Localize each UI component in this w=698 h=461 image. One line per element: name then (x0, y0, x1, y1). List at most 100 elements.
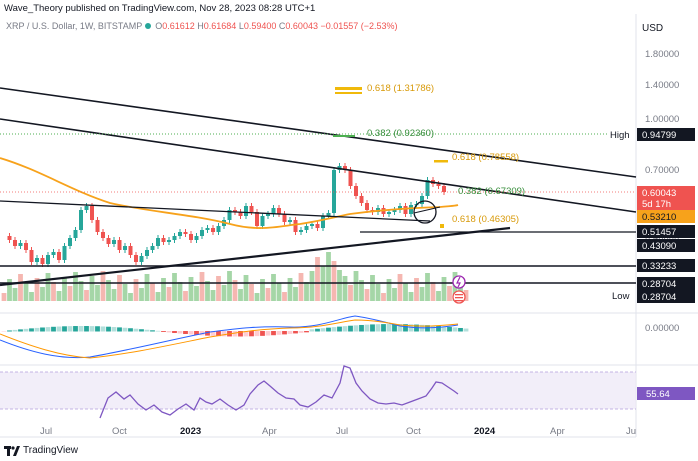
tradingview-logo[interactable]: TradingView (4, 445, 78, 456)
time-tick-label: Apr (262, 426, 277, 437)
candle-body (123, 246, 127, 250)
mid-channel-line (0, 118, 637, 213)
volume-bar (205, 281, 210, 301)
time-tick-label: Ju (626, 426, 636, 437)
volume-bar (18, 274, 23, 301)
candle-body (266, 214, 270, 216)
volume-bar (436, 291, 441, 301)
candle-body (233, 210, 237, 212)
macd-histogram-bar (364, 324, 370, 332)
ema-price-value: 0.53210 (642, 212, 676, 223)
macd-histogram-bar (370, 324, 375, 332)
candle-body (425, 180, 430, 196)
low-label: L (238, 21, 244, 31)
macd-histogram-bar (1, 331, 7, 332)
rsi-line (99, 365, 459, 419)
volume-bar (155, 292, 161, 301)
macd-histogram-bar (276, 331, 282, 335)
macd-histogram-bar (89, 326, 95, 332)
macd-histogram-bar (342, 326, 348, 332)
candle-body (403, 206, 408, 214)
macd-histogram-bar (78, 326, 84, 332)
candle-body (442, 186, 446, 192)
volume-bar (441, 277, 447, 301)
volume-bar (337, 270, 342, 301)
signal-line (0, 319, 459, 359)
candle-body (183, 232, 188, 234)
fib-marker-a2 (335, 92, 362, 94)
volume-bar (117, 275, 122, 301)
volume-bar (397, 274, 403, 301)
macd-histogram-bar (172, 331, 177, 333)
macd-histogram-bar (320, 328, 326, 332)
candle-body (205, 228, 210, 230)
volume-bar (12, 288, 18, 301)
volume-bar (232, 280, 238, 301)
candle-body (282, 214, 287, 222)
macd-histogram-bar (29, 328, 34, 332)
candle-body (68, 238, 72, 246)
volume-bar (309, 271, 315, 301)
macd-histogram-bar (386, 324, 392, 332)
macd-histogram-bar (117, 327, 122, 332)
macd-histogram-bar (139, 329, 144, 332)
macd-histogram-bar (177, 331, 183, 334)
volume-bar (353, 271, 359, 301)
volume-bar (45, 273, 51, 301)
volume-bar (84, 290, 89, 301)
macd-histogram-bar (221, 331, 227, 337)
candle-body (62, 246, 67, 260)
candle-body (95, 220, 100, 232)
volume-bar (254, 293, 260, 301)
macd-histogram-bar (62, 326, 67, 332)
macd-histogram-bar (183, 331, 188, 335)
candle-body (348, 170, 353, 186)
macd-histogram-bar (458, 327, 463, 332)
symbol-name[interactable]: XRP / U.S. Dollar, 1W, BITSTAMP (6, 21, 143, 31)
volume-bar (133, 279, 139, 301)
macd-histogram-bar (106, 326, 111, 332)
fib-label-a: 0.618 (1.31786) (367, 83, 434, 94)
volume-bar (238, 289, 243, 301)
volume-bar (23, 283, 29, 301)
macd-histogram-bar (430, 325, 436, 332)
fib-label-d: 0.382 (0.67309) (458, 186, 525, 197)
candle-body (365, 203, 369, 210)
highlight-circle (413, 200, 437, 224)
volume-bar (293, 287, 298, 301)
low-tag-label-bg (609, 290, 635, 302)
volume-bar (265, 288, 271, 301)
volume-bar (326, 252, 331, 301)
candle-body (321, 216, 325, 228)
macd-histogram-bar (315, 328, 320, 332)
candle-body (13, 240, 17, 246)
level-tag-3 (637, 259, 695, 272)
candle-body (293, 220, 298, 232)
open-label: O (155, 21, 163, 31)
candle-body (134, 255, 138, 262)
volume-bar (183, 291, 188, 301)
candle-body (57, 252, 61, 260)
macd-histogram-bar (40, 327, 45, 332)
volume-bar (392, 288, 397, 301)
lightning-event-icon[interactable] (452, 275, 466, 289)
us-flag-event-icon[interactable] (452, 290, 466, 304)
macd-histogram-bar (271, 331, 276, 336)
symbol-legend[interactable]: XRP / U.S. Dollar, 1W, BITSTAMP O 0.61612… (6, 21, 398, 31)
candle-body (216, 226, 221, 232)
countdown-value: 5d 17h (642, 199, 671, 210)
candle-body (150, 246, 155, 250)
candle-body (128, 246, 133, 255)
high-tag-bg (637, 128, 695, 141)
volume-bar (161, 278, 166, 301)
candle-body (398, 206, 402, 210)
currency-button[interactable]: USD (642, 23, 664, 34)
volume-bar (342, 276, 348, 301)
macd-histogram-bar (133, 328, 139, 332)
candle-body (343, 166, 347, 170)
candle-body (194, 236, 199, 240)
macd-histogram-bar (155, 330, 161, 332)
macd-histogram-bar (254, 331, 260, 337)
level-tag-2 (637, 239, 695, 252)
